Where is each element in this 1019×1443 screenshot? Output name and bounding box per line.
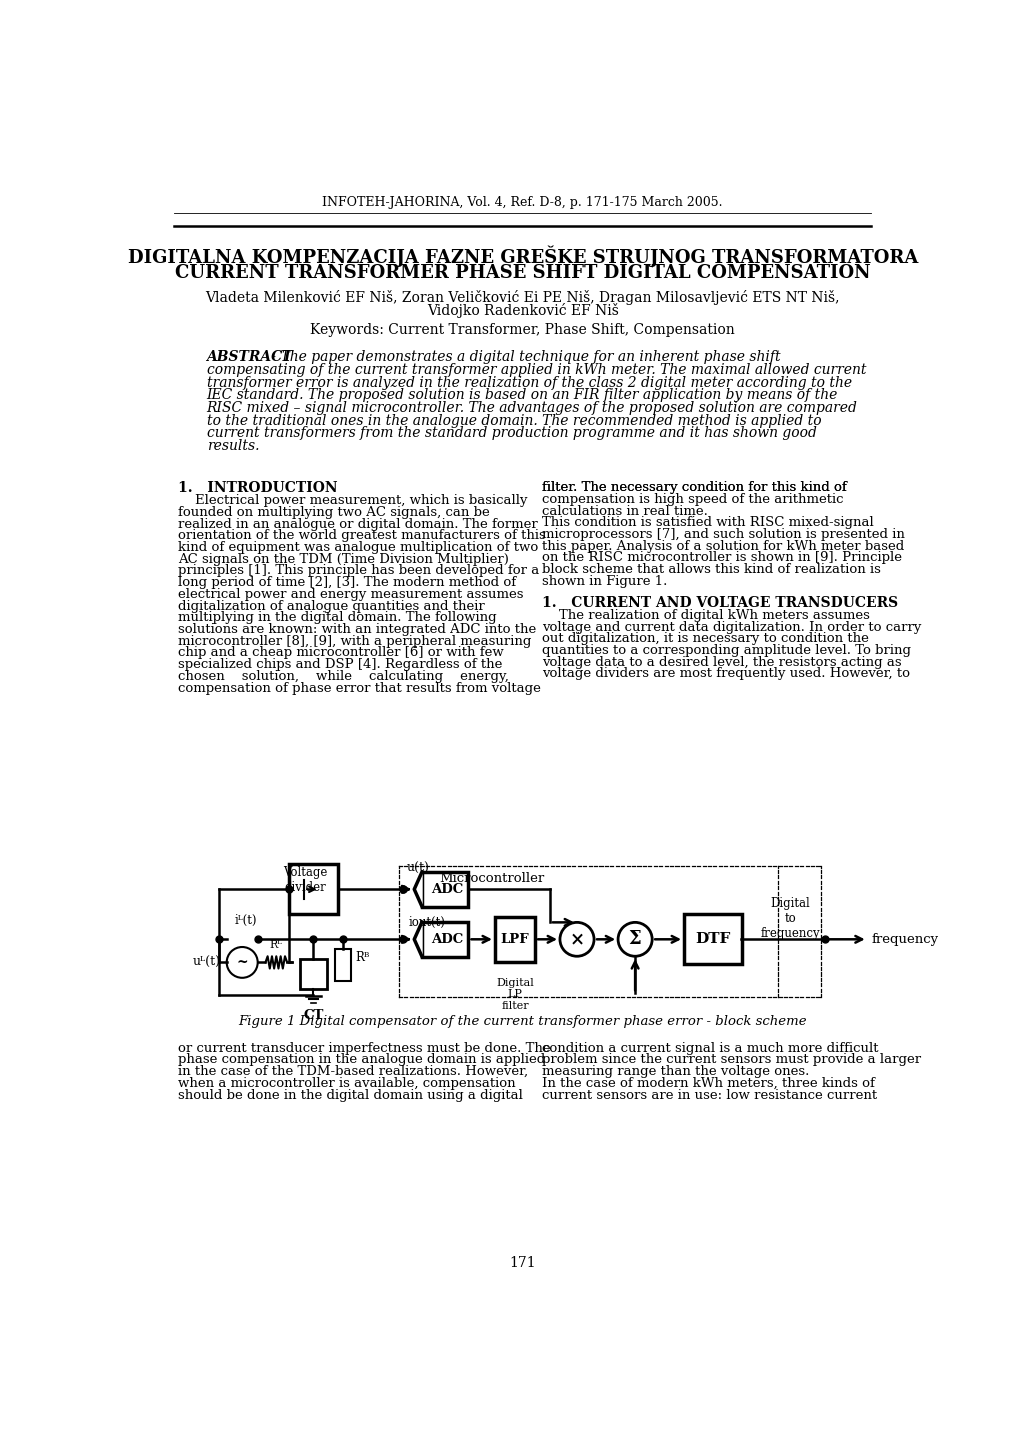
Text: 1.   CURRENT AND VOLTAGE TRANSDUCERS: 1. CURRENT AND VOLTAGE TRANSDUCERS [541, 596, 898, 610]
Text: current sensors are in use: low resistance current: current sensors are in use: low resistan… [541, 1088, 876, 1101]
Bar [335, 948, 351, 981]
Text: phase compensation in the analogue domain is applied: phase compensation in the analogue domai… [177, 1053, 544, 1066]
Text: DIGITALNA KOMPENZACIJA FAZNE GREŠKE STRUJNOG TRANSFORMATORA: DIGITALNA KOMPENZACIJA FAZNE GREŠKE STRU… [127, 245, 917, 267]
Text: ABSTRACT: ABSTRACT [206, 351, 292, 364]
Text: - The paper demonstrates a digital technique for an inherent phase shift: - The paper demonstrates a digital techn… [267, 351, 780, 364]
Text: filter. The necessary condition for this kind of: filter. The necessary condition for this… [541, 481, 846, 494]
Text: u(t): u(t) [407, 863, 429, 876]
Text: Electrical power measurement, which is basically: Electrical power measurement, which is b… [177, 495, 527, 508]
Text: current transformers from the standard production programme and it has shown goo: current transformers from the standard p… [206, 427, 815, 440]
Text: when a microcontroller is available, compensation: when a microcontroller is available, com… [177, 1076, 515, 1089]
Text: measuring range than the voltage ones.: measuring range than the voltage ones. [541, 1065, 809, 1078]
Polygon shape [414, 872, 422, 906]
Text: transformer error is analyzed in the realization of the class 2 digital meter ac: transformer error is analyzed in the rea… [206, 375, 851, 390]
Bar [422, 872, 468, 906]
Text: Digital
to
frequency: Digital to frequency [759, 898, 819, 939]
Text: ×: × [569, 931, 584, 948]
Text: principles [1]. This principle has been developed for a: principles [1]. This principle has been … [177, 564, 539, 577]
Text: should be done in the digital domain using a digital: should be done in the digital domain usi… [177, 1088, 523, 1101]
Text: digitalization of analogue quantities and their: digitalization of analogue quantities an… [177, 600, 484, 613]
Text: ADC: ADC [431, 883, 464, 896]
Text: or current transducer imperfectness must be done. The: or current transducer imperfectness must… [177, 1042, 550, 1055]
Text: Voltage
divider: Voltage divider [283, 866, 328, 895]
Text: DTF: DTF [694, 932, 730, 947]
Text: iᴸ(t): iᴸ(t) [234, 913, 257, 926]
Text: Σ: Σ [628, 931, 641, 948]
Text: uᴸ(t): uᴸ(t) [193, 955, 220, 968]
Text: compensating of the current transformer applied in kWh meter. The maximal allowe: compensating of the current transformer … [206, 364, 865, 377]
Text: filter. The necessary condition for this kind of: filter. The necessary condition for this… [541, 481, 846, 494]
Bar [683, 915, 741, 964]
Text: microcontroller [8], [9], with a peripheral measuring: microcontroller [8], [9], with a periphe… [177, 635, 531, 648]
Text: Digital
LP
filter: Digital LP filter [495, 978, 533, 1012]
Text: voltage dividers are most frequently used. However, to: voltage dividers are most frequently use… [541, 667, 909, 680]
Text: kind of equipment was analogue multiplication of two: kind of equipment was analogue multiplic… [177, 541, 538, 554]
Text: INFOTEH-JAHORINA, Vol. 4, Ref. D-8, p. 171-175 March 2005.: INFOTEH-JAHORINA, Vol. 4, Ref. D-8, p. 1… [322, 196, 722, 209]
Text: compensation is high speed of the arithmetic: compensation is high speed of the arithm… [541, 494, 843, 506]
Text: block scheme that allows this kind of realization is: block scheme that allows this kind of re… [541, 563, 880, 576]
Text: in the case of the TDM-based realizations. However,: in the case of the TDM-based realization… [177, 1065, 528, 1078]
Text: CT: CT [303, 1009, 323, 1022]
Text: Vidojko Radenković EF Niš: Vidojko Radenković EF Niš [426, 303, 619, 317]
Text: AC signals on the TDM (Time Division Multiplier): AC signals on the TDM (Time Division Mul… [177, 553, 508, 566]
Text: this paper. Analysis of a solution for kWh meter based: this paper. Analysis of a solution for k… [541, 540, 904, 553]
Text: founded on multiplying two AC signals, can be: founded on multiplying two AC signals, c… [177, 506, 489, 519]
Text: The realization of digital kWh meters assumes: The realization of digital kWh meters as… [541, 609, 869, 622]
Bar [300, 958, 327, 990]
Text: 171: 171 [508, 1255, 536, 1270]
Text: LPF: LPF [500, 932, 529, 945]
Text: compensation of phase error that results from voltage: compensation of phase error that results… [177, 681, 540, 694]
Text: ~: ~ [236, 955, 248, 970]
Text: long period of time [2], [3]. The modern method of: long period of time [2], [3]. The modern… [177, 576, 516, 589]
Text: Figure 1 Digital compensator of the current transformer phase error - block sche: Figure 1 Digital compensator of the curr… [238, 1014, 806, 1027]
Text: Keywords: Current Transformer, Phase Shift, Compensation: Keywords: Current Transformer, Phase Shi… [310, 323, 735, 338]
Text: iout(t): iout(t) [409, 915, 445, 928]
Text: chosen    solution,    while    calculating    energy,: chosen solution, while calculating energ… [177, 670, 508, 683]
Text: realized in an analogue or digital domain. The former: realized in an analogue or digital domai… [177, 518, 537, 531]
Text: microprocessors [7], and such solution is presented in: microprocessors [7], and such solution i… [541, 528, 904, 541]
Circle shape [559, 922, 593, 957]
Text: shown in Figure 1.: shown in Figure 1. [541, 574, 666, 587]
Text: voltage data to a desired level, the resistors acting as: voltage data to a desired level, the res… [541, 655, 901, 668]
Text: Vladeta Milenković EF Niš, Zoran Veličković Ei PE Niš, Dragan Milosavljević ETS : Vladeta Milenković EF Niš, Zoran Veličko… [205, 290, 840, 306]
Circle shape [226, 947, 258, 978]
Text: specialized chips and DSP [4]. Regardless of the: specialized chips and DSP [4]. Regardles… [177, 658, 501, 671]
Text: 1.   INTRODUCTION: 1. INTRODUCTION [177, 481, 337, 495]
Text: out digitalization, it is necessary to condition the: out digitalization, it is necessary to c… [541, 632, 868, 645]
Bar [289, 864, 337, 915]
Text: chip and a cheap microcontroller [6] or with few: chip and a cheap microcontroller [6] or … [177, 646, 503, 659]
Text: Rᴮ: Rᴮ [355, 951, 369, 964]
Text: electrical power and energy measurement assumes: electrical power and energy measurement … [177, 587, 523, 600]
Text: This condition is satisfied with RISC mixed-signal: This condition is satisfied with RISC mi… [541, 517, 873, 530]
Text: results.: results. [206, 439, 259, 453]
Text: ADC: ADC [431, 932, 464, 945]
Text: condition a current signal is a much more difficult: condition a current signal is a much mor… [541, 1042, 877, 1055]
Bar [422, 922, 468, 957]
Text: In the case of modern kWh meters, three kinds of: In the case of modern kWh meters, three … [541, 1076, 874, 1089]
Text: multiplying in the digital domain. The following: multiplying in the digital domain. The f… [177, 612, 496, 625]
Text: on the RISC microcontroller is shown in [9]. Principle: on the RISC microcontroller is shown in … [541, 551, 901, 564]
Text: quantities to a corresponding amplitude level. To bring: quantities to a corresponding amplitude … [541, 644, 910, 657]
Text: voltage and current data digitalization. In order to carry: voltage and current data digitalization.… [541, 620, 920, 633]
Circle shape [618, 922, 651, 957]
Text: to the traditional ones in the analogue domain. The recommended method is applie: to the traditional ones in the analogue … [206, 414, 820, 427]
Text: Rᴸ: Rᴸ [270, 939, 282, 949]
Polygon shape [414, 922, 422, 957]
Text: Microcontroller: Microcontroller [439, 873, 544, 886]
Text: IEC standard. The proposed solution is based on an FIR filter application by mea: IEC standard. The proposed solution is b… [206, 388, 837, 403]
Bar [494, 916, 535, 961]
Text: frequency: frequency [870, 932, 937, 945]
Text: solutions are known: with an integrated ADC into the: solutions are known: with an integrated … [177, 623, 536, 636]
Text: calculations in real time.: calculations in real time. [541, 505, 707, 518]
Text: problem since the current sensors must provide a larger: problem since the current sensors must p… [541, 1053, 920, 1066]
Text: RISC mixed – signal microcontroller. The advantages of the proposed solution are: RISC mixed – signal microcontroller. The… [206, 401, 857, 416]
Text: orientation of the world greatest manufacturers of this: orientation of the world greatest manufa… [177, 530, 545, 543]
Text: CURRENT TRANSFORMER PHASE SHIFT DIGITAL COMPENSATION: CURRENT TRANSFORMER PHASE SHIFT DIGITAL … [175, 264, 869, 283]
